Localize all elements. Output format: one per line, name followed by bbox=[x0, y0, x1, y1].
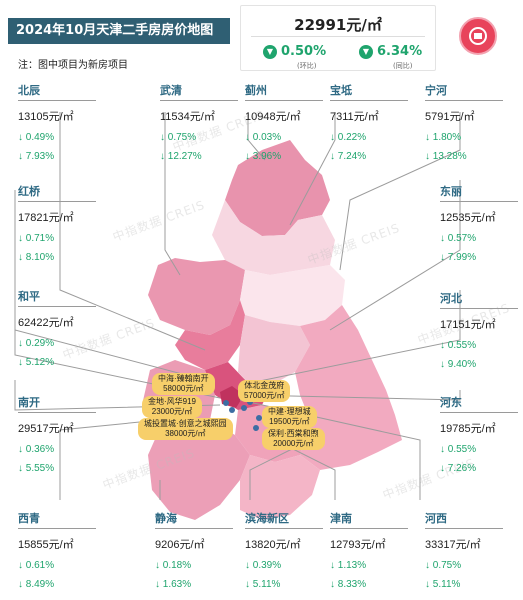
district-baodi: 宝坻 7311元/㎡ ↓ 0.22% ↓ 7.24% bbox=[330, 82, 408, 162]
project-dot-2 bbox=[229, 407, 235, 413]
yoy-label: (同比) bbox=[393, 62, 413, 70]
leader-hedong bbox=[249, 390, 461, 401]
map-region-dongli bbox=[238, 315, 310, 385]
leader-hebei bbox=[239, 290, 461, 386]
district-jizhou: 蓟州 10948元/㎡ ↓ 0.03% ↓ 3.96% bbox=[245, 82, 323, 162]
creis-logo-icon bbox=[459, 17, 497, 55]
district-jinghai: 静海 9206元/㎡ ↓ 0.18% ↓ 1.63% bbox=[155, 510, 233, 590]
yoy-change: ▼ 6.34% bbox=[359, 44, 422, 59]
district-nankai: 南开 29517元/㎡ ↓ 0.36% ↓ 5.55% bbox=[18, 394, 96, 474]
project-tag-jindi: 金地·风华919 23000元/㎡ bbox=[142, 396, 203, 418]
mom-label: (环比) bbox=[297, 62, 317, 70]
overall-price: 22991元/㎡ bbox=[294, 16, 382, 34]
district-hongqiao: 红桥 17821元/㎡ ↓ 0.71% ↓ 8.10% bbox=[18, 183, 96, 263]
leader-dongli bbox=[329, 180, 461, 331]
map-note: 注：图中项目为新房项目 bbox=[18, 60, 128, 71]
leader-xiqing bbox=[59, 419, 161, 500]
district-hedong: 河东 19785元/㎡ ↓ 0.55% ↓ 7.26% bbox=[440, 394, 518, 474]
project-tag-baoli: 保利·西棠和煦 20000元/㎡ bbox=[262, 428, 325, 450]
map-region-ninghe bbox=[240, 265, 345, 326]
district-heping: 和平 62422元/㎡ ↓ 0.29% ↓ 5.12% bbox=[18, 288, 96, 368]
project-dot-1 bbox=[223, 400, 229, 406]
down-arrow-icon: ▼ bbox=[263, 45, 277, 59]
map-region-binhai-south bbox=[240, 455, 320, 520]
project-tag-tibei: 体北金茂府 57000元/㎡ bbox=[238, 380, 291, 402]
district-hebei: 河北 17151元/㎡ ↓ 0.55% ↓ 9.40% bbox=[440, 290, 518, 370]
leader-jizhou bbox=[247, 112, 266, 161]
district-beichen: 北辰 13105元/㎡ ↓ 0.49% ↓ 7.93% bbox=[18, 82, 96, 162]
leader-wuqing bbox=[164, 112, 181, 276]
leader-baodi bbox=[289, 112, 336, 226]
district-wuqing: 武清 11534元/㎡ ↓ 0.75% ↓ 12.27% bbox=[160, 82, 238, 162]
district-hexi: 河西 33317元/㎡ ↓ 0.75% ↓ 5.11% bbox=[425, 510, 503, 590]
overall-price-card: 22991元/㎡ ▼ 0.50% (环比) ▼ 6.34% (同比) bbox=[240, 5, 436, 71]
map-region-baodi bbox=[212, 200, 335, 275]
district-dongli: 东丽 12535元/㎡ ↓ 0.57% ↓ 7.99% bbox=[440, 183, 518, 263]
district-ninghe: 宁河 5791元/㎡ ↓ 1.80% ↓ 13.28% bbox=[425, 82, 503, 162]
leader-jinnan bbox=[274, 439, 336, 500]
leader-heping bbox=[14, 270, 221, 399]
map-region-beichen bbox=[175, 300, 245, 370]
project-dot-6 bbox=[253, 425, 259, 431]
district-binhai: 滨海新区 13820元/㎡ ↓ 0.39% ↓ 5.11% bbox=[245, 510, 323, 590]
project-tag-zhonghai: 中海·臻翰南开 58000元/㎡ bbox=[152, 373, 215, 395]
divider bbox=[251, 36, 425, 37]
map-region-jinghai bbox=[148, 420, 250, 520]
map-region-wuqing bbox=[148, 258, 245, 335]
project-tag-chengtou: 城投置城·创意之城熙园 38000元/㎡ bbox=[138, 418, 233, 440]
leader-binhai bbox=[249, 444, 301, 500]
project-dot-5 bbox=[256, 415, 262, 421]
leader-ninghe bbox=[339, 112, 461, 271]
leader-beichen bbox=[59, 112, 206, 351]
map-region-jizhou bbox=[225, 140, 330, 236]
mom-change: ▼ 0.50% bbox=[263, 44, 326, 59]
district-xiqing: 西青 15855元/㎡ ↓ 0.61% ↓ 8.49% bbox=[18, 510, 96, 590]
project-dot-3 bbox=[241, 405, 247, 411]
district-jinnan: 津南 12793元/㎡ ↓ 1.13% ↓ 8.33% bbox=[330, 510, 408, 590]
down-arrow-icon: ▼ bbox=[359, 45, 373, 59]
page-title: 2024年10月天津二手房房价地图 bbox=[8, 18, 230, 44]
project-tag-zhongjian: 中建·理想城 19500元/㎡ bbox=[262, 406, 317, 428]
